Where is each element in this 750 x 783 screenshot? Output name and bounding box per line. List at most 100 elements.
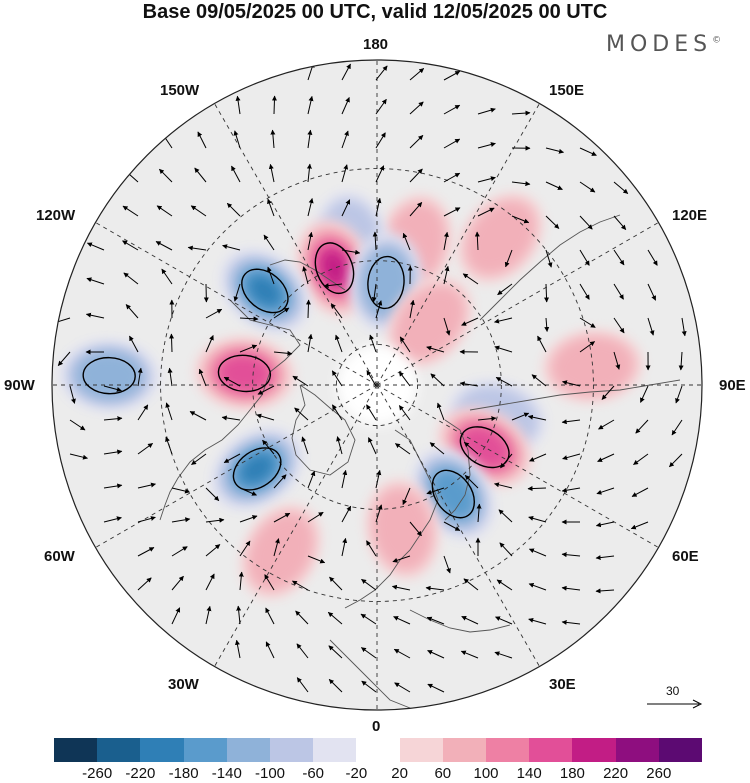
wind-vector — [270, 129, 276, 149]
lon-label-90e: 90E — [719, 377, 746, 394]
colorbar-tick-label: 100 — [473, 765, 499, 782]
wind-vector — [223, 453, 241, 464]
wind-vector — [190, 205, 207, 217]
wind-vector — [85, 312, 105, 319]
wind-vector — [527, 414, 547, 421]
wind-vector — [496, 579, 513, 591]
wind-vector — [511, 181, 531, 187]
colorbar-tick-label: 220 — [603, 765, 629, 782]
wind-vector — [443, 207, 461, 217]
colorbar-swatch — [226, 738, 271, 762]
wind-vector — [579, 283, 590, 300]
wind-vector — [331, 404, 343, 421]
colorbar-swatch — [97, 738, 141, 762]
wind-vector — [579, 215, 593, 230]
wind-vector — [425, 585, 445, 591]
wind-vector — [292, 375, 309, 387]
wind-vector — [307, 95, 314, 115]
wind-vector — [294, 407, 309, 421]
wind-vector — [366, 404, 377, 421]
wind-vector — [122, 205, 139, 217]
wind-vector — [341, 97, 350, 115]
wind-vector — [399, 336, 411, 353]
wind-vector — [189, 411, 207, 421]
wind-vector — [368, 437, 377, 455]
wind-vector — [86, 277, 105, 285]
vector-scale-arrow — [647, 699, 703, 709]
colorbar-tick-label: -140 — [211, 765, 242, 782]
wind-vector — [161, 268, 173, 285]
wind-vector — [238, 571, 244, 591]
wind-vector — [295, 610, 309, 625]
wind-vector — [331, 370, 343, 387]
wind-vector — [497, 283, 513, 296]
wind-vector — [561, 552, 581, 558]
wind-vector — [545, 147, 564, 154]
wind-vector — [307, 198, 314, 217]
meridian-line — [376, 103, 540, 386]
wind-vector — [409, 101, 424, 115]
wind-vector — [459, 381, 479, 387]
wind-vector — [187, 245, 207, 251]
wind-vector — [426, 616, 445, 625]
wind-vector — [426, 345, 445, 353]
wind-vector — [271, 95, 277, 115]
colorbar-swatch — [442, 738, 487, 762]
meridian-line — [95, 222, 378, 386]
wind-vector — [307, 555, 326, 564]
wind-vector — [361, 680, 377, 693]
colorbar-swatch — [54, 738, 98, 762]
coastline-alaska — [269, 259, 346, 291]
meridian-line — [376, 384, 659, 548]
colorbar-tick-label: -220 — [125, 765, 156, 782]
wind-vector — [527, 486, 547, 492]
wind-vector — [528, 617, 547, 625]
wind-vector — [464, 475, 479, 489]
wind-vector — [307, 333, 313, 353]
wind-vector — [460, 650, 479, 659]
wind-vector — [165, 436, 173, 455]
wind-vector — [264, 574, 275, 591]
wind-vector — [398, 405, 411, 421]
map-border — [51, 59, 703, 711]
wind-vector — [205, 335, 214, 353]
wind-vector — [307, 470, 316, 489]
wind-vector — [443, 138, 461, 149]
wind-vector — [409, 521, 422, 537]
wind-vector — [633, 453, 649, 466]
wind-vector — [205, 544, 221, 557]
wind-vector — [165, 402, 173, 421]
anomaly-blob — [321, 250, 348, 286]
coastlines — [159, 214, 681, 709]
colorbar-tick-label: -20 — [345, 765, 368, 782]
wind-vector — [511, 215, 530, 224]
wind-vector — [305, 299, 311, 319]
wind-vector — [595, 555, 615, 561]
wind-vector — [462, 273, 479, 285]
wind-vector — [336, 436, 343, 455]
wind-vector — [427, 650, 445, 659]
wind-vector — [372, 231, 378, 251]
wind-vector — [205, 308, 223, 319]
contour-loop — [217, 354, 272, 393]
wind-vector — [443, 555, 451, 574]
lon-label-30e: 30E — [549, 676, 576, 693]
contour-loop — [82, 356, 136, 395]
wind-vector — [528, 548, 547, 557]
wind-vector — [443, 317, 451, 336]
colorbar-swatch — [313, 738, 357, 762]
wind-vector — [231, 165, 241, 183]
wind-vectors — [52, 62, 687, 693]
wind-vector — [69, 385, 76, 404]
wind-vector — [443, 172, 461, 183]
wind-vector — [561, 419, 581, 425]
anomaly-blob — [218, 355, 271, 392]
wind-vector — [613, 215, 627, 230]
wind-vector — [429, 442, 445, 455]
wind-vector — [341, 537, 348, 557]
anomaly-blob — [240, 454, 274, 484]
wind-vector — [528, 515, 547, 523]
wind-vector — [598, 419, 615, 430]
wind-vector — [647, 283, 657, 301]
wind-vector — [391, 584, 411, 591]
